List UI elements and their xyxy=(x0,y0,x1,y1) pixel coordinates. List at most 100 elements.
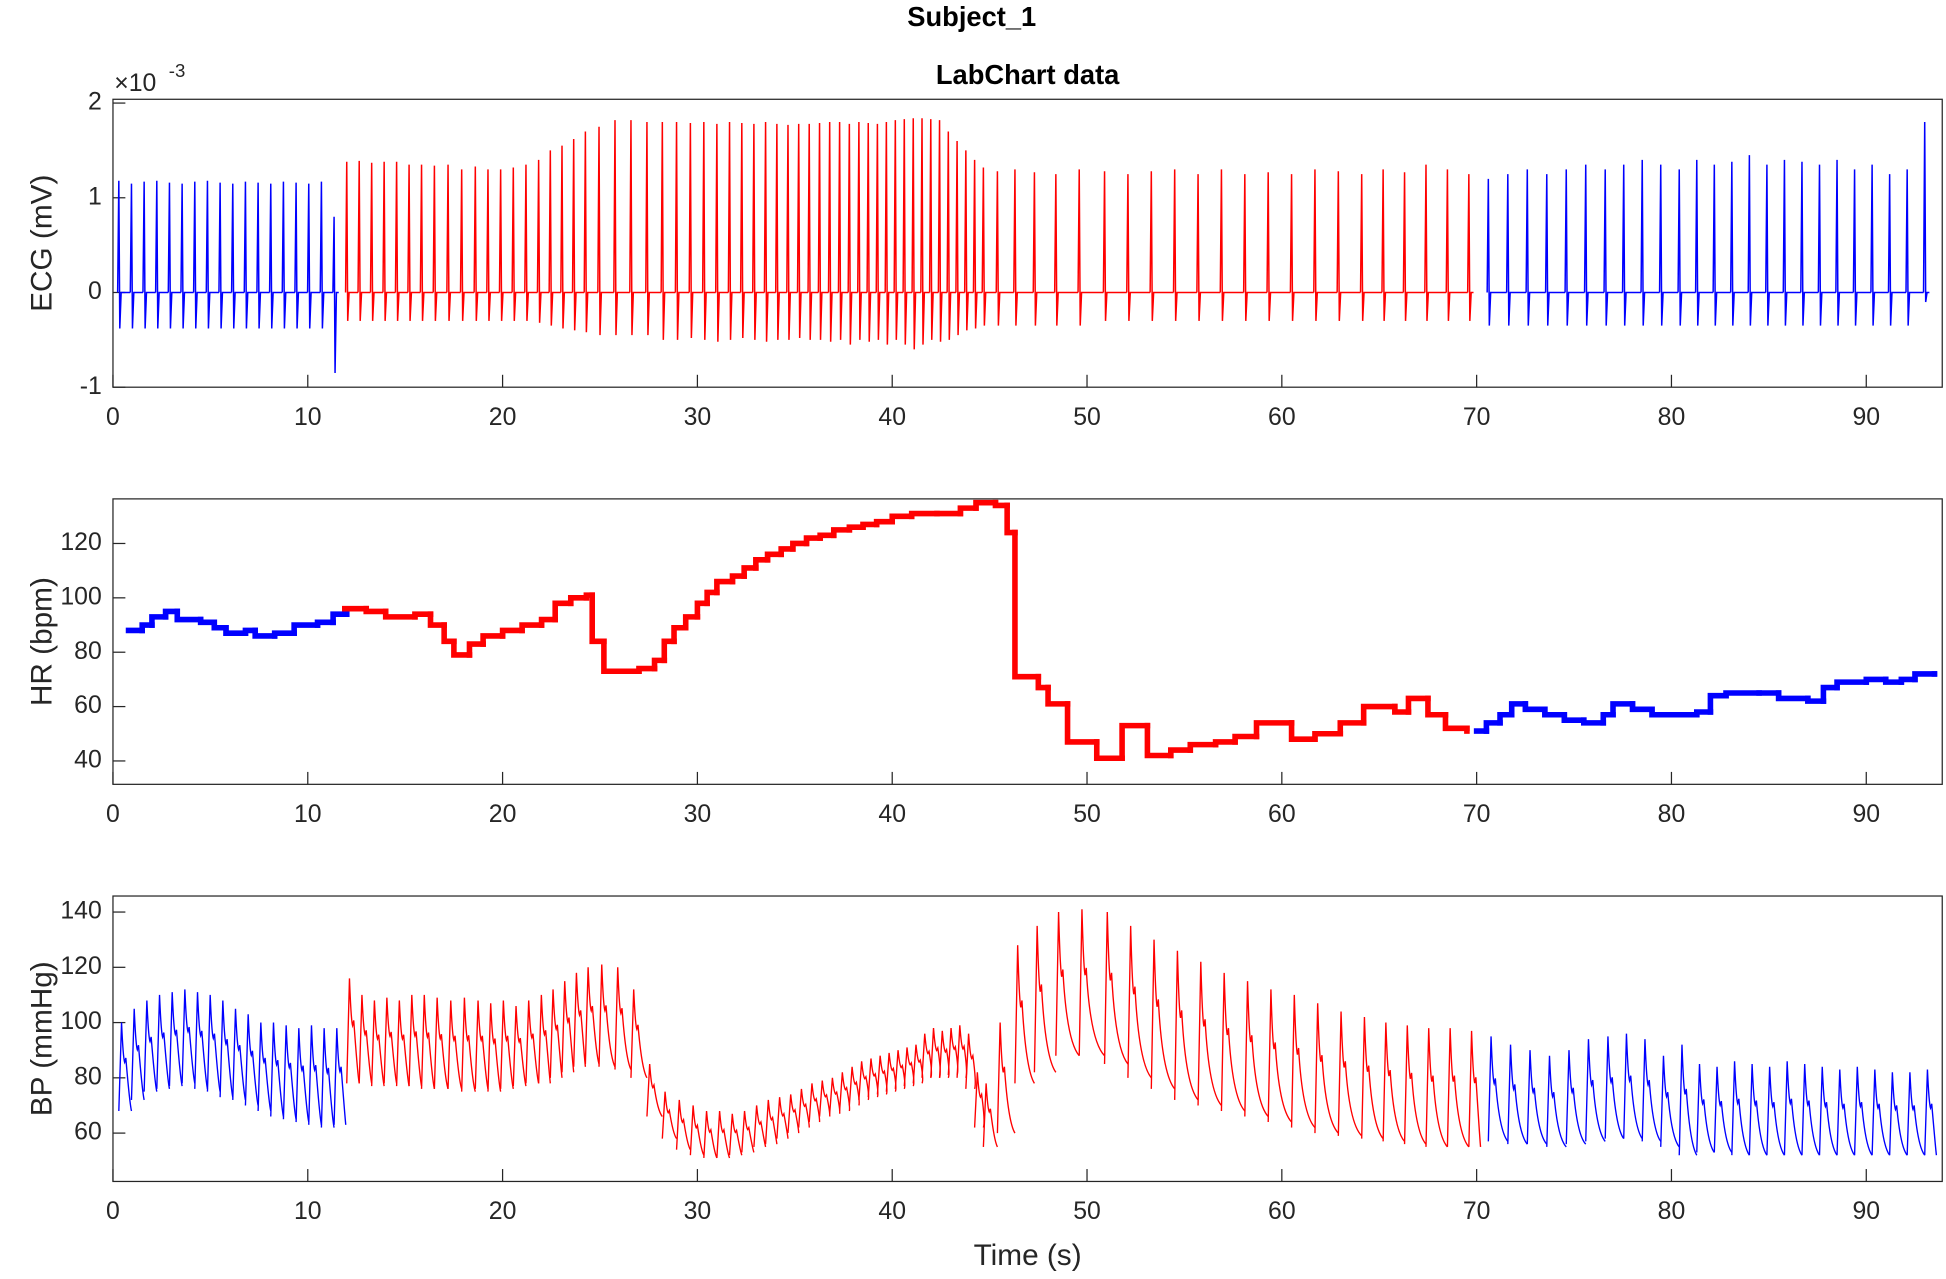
x-tick-label: 60 xyxy=(1268,404,1296,431)
y-tick-label: -1 xyxy=(80,373,102,400)
hr-step xyxy=(412,611,434,620)
bp-beat xyxy=(1337,1011,1363,1137)
hr-step xyxy=(1629,701,1655,713)
bp-beat xyxy=(282,1025,297,1120)
hr-step xyxy=(830,527,853,539)
ecg-beat xyxy=(369,162,383,321)
bp-beat xyxy=(130,1008,145,1101)
ecg-beat xyxy=(1800,161,1819,326)
ecg-beat xyxy=(1219,169,1244,321)
ecg-beat xyxy=(1126,174,1151,321)
hr-step xyxy=(661,638,677,664)
hr-step xyxy=(1561,711,1587,723)
ecg-beat xyxy=(1603,169,1623,326)
hr-step xyxy=(197,616,218,626)
ecg-beat xyxy=(911,118,921,350)
hr-step xyxy=(538,616,558,628)
hr-step xyxy=(908,510,940,520)
ecg-beat xyxy=(807,123,819,340)
hr-step xyxy=(466,641,486,658)
bp-beat xyxy=(848,1066,860,1106)
ecg-beat xyxy=(660,122,676,340)
ecg-beat xyxy=(1887,174,1907,326)
bp-beat xyxy=(982,1083,999,1148)
ecg-beat xyxy=(1764,164,1784,326)
bp-beat xyxy=(1507,1044,1528,1145)
bp-beat xyxy=(270,1022,285,1117)
y-tick-label: 1 xyxy=(88,183,102,210)
bp-beat xyxy=(487,1003,502,1092)
ecg-beat xyxy=(1621,164,1642,326)
ecg-beat xyxy=(1583,164,1605,326)
ecg-beat xyxy=(268,183,283,329)
bp-beat xyxy=(741,1110,755,1153)
x-tick-label: 10 xyxy=(294,1198,322,1225)
ecg-beat xyxy=(847,123,858,345)
ecg-beat xyxy=(893,120,904,340)
hr-step xyxy=(764,551,784,563)
bp-beat xyxy=(1906,1072,1926,1156)
axes-box xyxy=(112,895,1943,1183)
bp-beat xyxy=(584,967,600,1065)
bp-beat xyxy=(561,981,575,1073)
bp-beat xyxy=(1468,1030,1482,1147)
bp-beat xyxy=(320,1028,335,1128)
ecg-beat xyxy=(817,122,829,340)
bp-beat xyxy=(1678,1044,1698,1156)
ecg-beat xyxy=(1782,159,1801,326)
hr-step xyxy=(714,578,736,596)
x-tick-label: 40 xyxy=(878,404,906,431)
hr-step xyxy=(211,619,229,631)
hr-step xyxy=(1312,730,1344,742)
bp-beat xyxy=(1623,1033,1643,1140)
hr-step xyxy=(1360,703,1398,726)
bp-beat xyxy=(512,1005,527,1087)
bp-beat xyxy=(996,1022,1016,1134)
bp-beat xyxy=(537,994,551,1084)
x-tick-label: 80 xyxy=(1658,801,1686,828)
hr-step xyxy=(1882,676,1905,685)
hr-step xyxy=(291,622,321,636)
ecg-beat xyxy=(1359,174,1382,321)
x-tick-label: 20 xyxy=(489,801,517,828)
bp-beat xyxy=(1197,961,1222,1106)
hr-step xyxy=(671,624,689,645)
ecg-beat xyxy=(1196,174,1221,321)
ecg-beat xyxy=(1102,171,1127,321)
bp-beat xyxy=(474,1000,489,1090)
hr-step xyxy=(499,627,525,639)
bp-beat xyxy=(433,997,449,1090)
hr-step xyxy=(552,600,574,623)
x-tick-label: 10 xyxy=(294,801,322,828)
ecg-beat xyxy=(1677,169,1696,326)
hr-step xyxy=(817,532,837,541)
bp-beat xyxy=(646,1063,663,1117)
y-tick-label: 80 xyxy=(74,1063,102,1090)
x-tick-label: 50 xyxy=(1073,404,1101,431)
hr-step xyxy=(427,611,447,628)
exponent-power: -3 xyxy=(169,60,186,81)
hr-step xyxy=(873,518,896,528)
hr-step xyxy=(1093,739,1125,762)
ecg-beat xyxy=(856,122,868,340)
ecg-beat xyxy=(837,122,849,340)
bp-beat xyxy=(395,1000,410,1087)
ecg-beat xyxy=(192,181,207,329)
hr-step xyxy=(889,513,915,525)
ecg-beat xyxy=(946,131,956,340)
bp-beat xyxy=(257,1022,272,1112)
hr-step xyxy=(704,589,720,607)
hr-step xyxy=(223,624,249,636)
hr-step xyxy=(1693,709,1714,718)
bp-beat xyxy=(346,978,360,1084)
hr-step xyxy=(242,627,258,636)
bp-beat xyxy=(206,994,221,1092)
hr-step xyxy=(636,665,658,675)
ecg-beat xyxy=(1525,169,1546,326)
hr-step xyxy=(1898,676,1918,685)
x-tick-label: 80 xyxy=(1658,1198,1686,1225)
hr-step xyxy=(441,622,457,645)
hr-step xyxy=(480,633,506,647)
bp-beat xyxy=(1014,945,1036,1084)
